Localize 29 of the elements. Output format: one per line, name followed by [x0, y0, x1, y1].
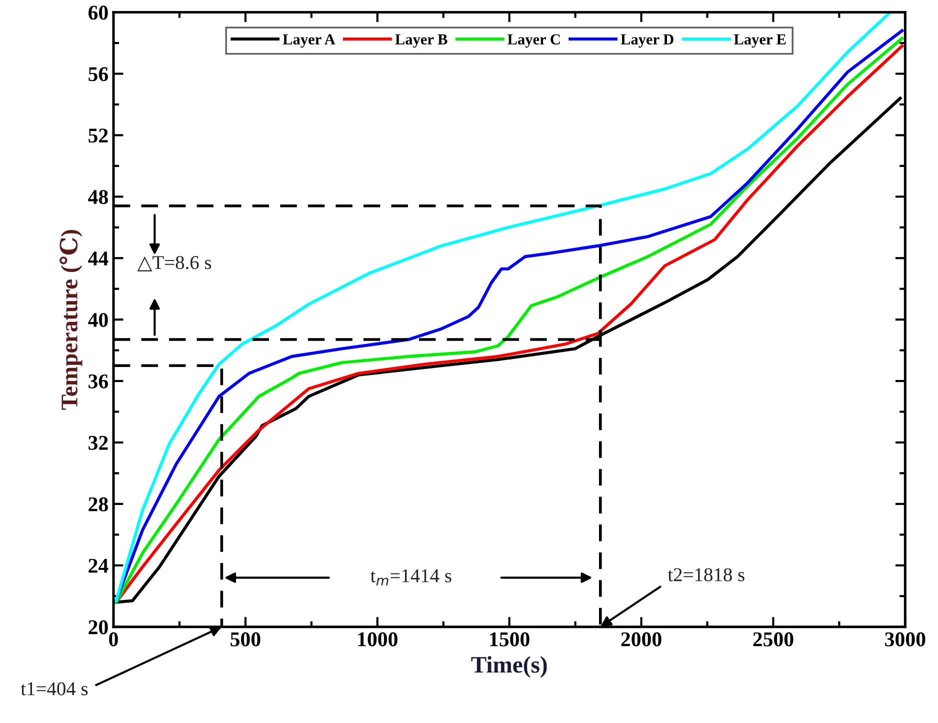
legend-label: Layer C — [508, 34, 560, 48]
x-tick-label: 1500 — [490, 632, 530, 646]
y-tick-label: 52 — [88, 128, 108, 143]
y-tick-label: 56 — [88, 67, 108, 82]
annotation: t1=404 s — [20, 682, 88, 696]
x-tick-label: 1000 — [358, 632, 398, 646]
annotation: t2=1818 s — [668, 568, 744, 582]
x-tick-label: 0 — [109, 632, 118, 646]
legend-label: Layer E — [734, 34, 786, 48]
y-tick-label: 20 — [88, 620, 108, 634]
y-tick-label: 36 — [88, 374, 108, 388]
y-tick-label: 32 — [88, 436, 108, 450]
x-tick-label: 2500 — [753, 632, 794, 646]
legend-label: Layer A — [282, 34, 336, 48]
x-tick-label: 2000 — [621, 632, 662, 646]
y-tick-label: 60 — [88, 6, 108, 20]
legend-label: Layer B — [395, 34, 448, 48]
legend-label: Layer D — [620, 34, 674, 48]
annotation: t$_{m}$=1414 s — [370, 569, 452, 586]
annotation: △T=8.6 s — [137, 256, 212, 272]
x-tick-label: 500 — [230, 632, 260, 646]
y-tick-label: 24 — [88, 558, 108, 573]
y-tick-label: 40 — [88, 312, 108, 327]
y-tick-label: 48 — [88, 190, 108, 204]
x-axis-title: Time(s) — [471, 656, 547, 678]
x-tick-label: 3000 — [885, 632, 926, 646]
y-tick-label: 28 — [88, 497, 108, 512]
y-tick-label: 44 — [88, 252, 108, 266]
y-axis-title: Temperature (℃) — [60, 230, 82, 410]
